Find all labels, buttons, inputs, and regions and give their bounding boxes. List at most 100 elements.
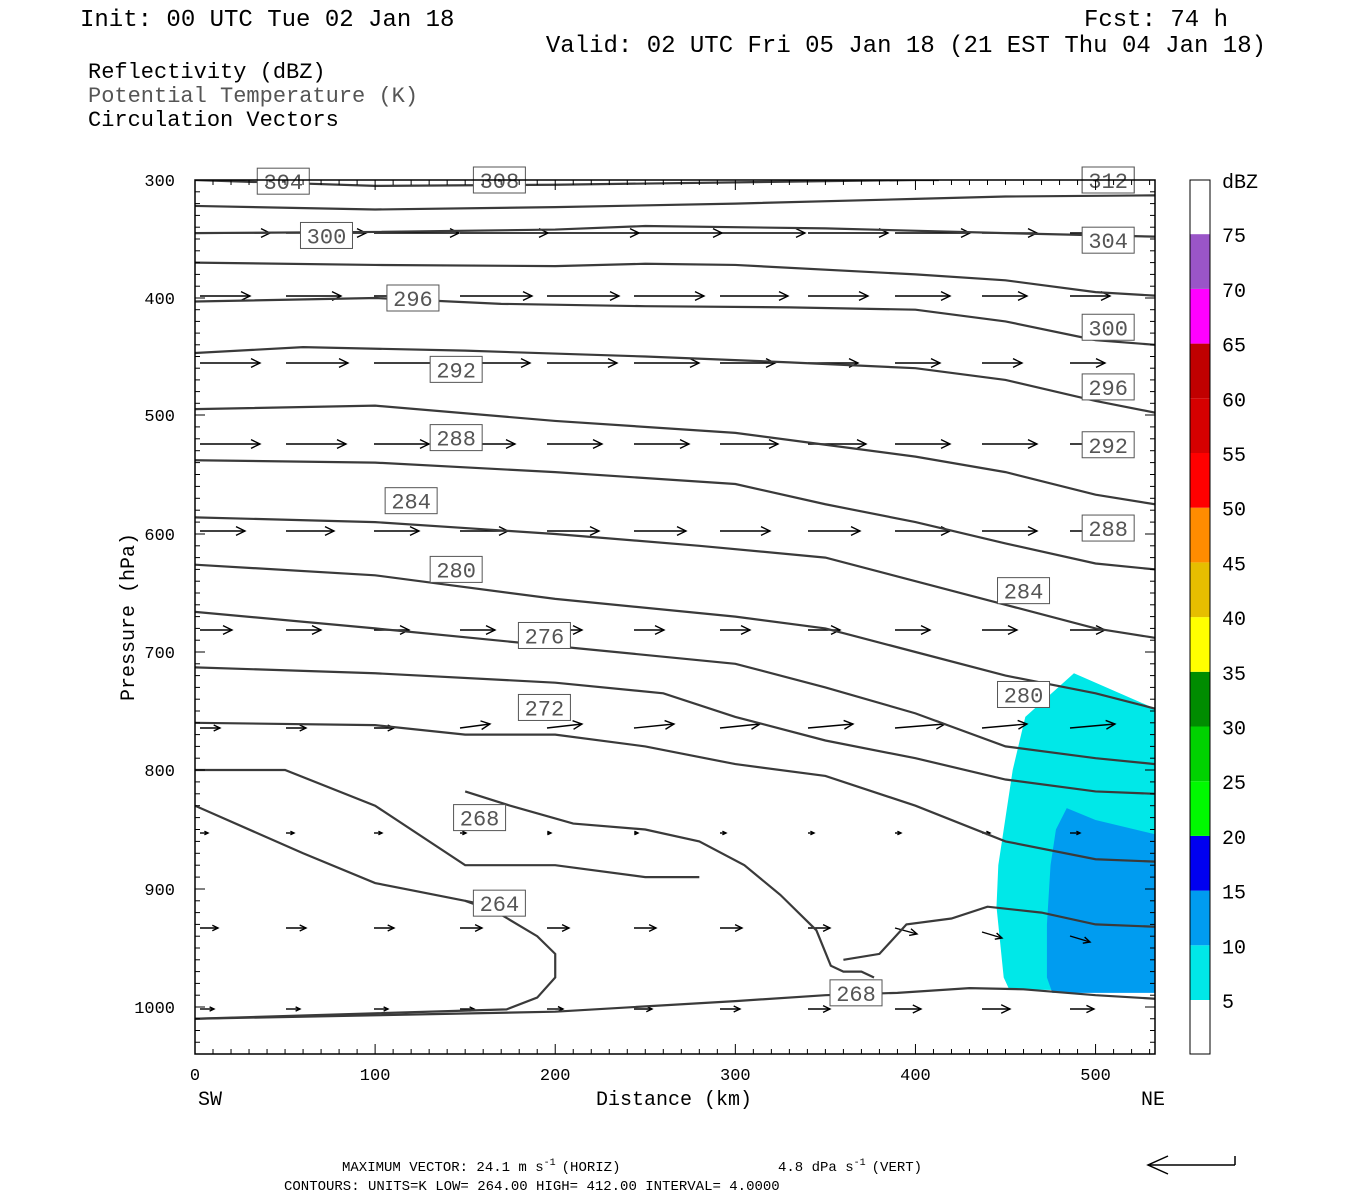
circulation-vector <box>895 830 903 836</box>
circulation-vector <box>807 719 855 730</box>
theta-label-304: 304 <box>263 171 303 196</box>
colorbar-level-label: 70 <box>1222 281 1246 304</box>
theta-contour-268 <box>464 790 875 979</box>
y-tick-label: 600 <box>144 527 175 546</box>
reflectivity-region-10-15 <box>1046 808 1155 993</box>
colorbar-level-label: 5 <box>1222 992 1234 1015</box>
theta-label-268: 268 <box>836 983 876 1008</box>
theta-label-284: 284 <box>391 491 431 516</box>
circulation-vector <box>547 830 553 836</box>
colorbar-boxes <box>1190 234 1210 1000</box>
init-time: Init: 00 UTC Tue 02 Jan 18 <box>80 7 454 34</box>
colorbar-level-label: 20 <box>1222 828 1246 851</box>
colorbar-level-label: 10 <box>1222 937 1246 960</box>
field-label-vectors: Circulation Vectors <box>88 108 339 133</box>
circulation-vector <box>286 1006 302 1012</box>
colorbar: 5 10 15 20 25 30 35 40 45 50 55 60 65 70 75 dBZ <box>1189 172 1258 1055</box>
circulation-vector <box>895 625 932 635</box>
circulation-vector <box>200 924 220 932</box>
circulation-vector <box>720 228 807 238</box>
circulation-vector <box>634 526 688 536</box>
theta-label-box-268 <box>829 979 883 1007</box>
contour-info-text: CONTOURS: UNITS=K LOW= 264.00 HIGH= 412.… <box>284 1179 780 1195</box>
theta-contour-268 <box>843 905 1155 961</box>
theta-label-296: 296 <box>393 288 433 313</box>
colorbar-box <box>1190 288 1210 344</box>
field-label-theta: Potential Temperature (K) <box>88 84 418 109</box>
colorbar-box <box>1190 507 1210 563</box>
circulation-vector <box>200 358 262 368</box>
field-label-reflectivity: Reflectivity (dBZ) <box>88 60 326 85</box>
theta-contour-280 <box>195 610 1155 766</box>
circulation-vector <box>895 439 952 449</box>
circulation-vector <box>374 1006 390 1012</box>
axis-ticks <box>194 179 1155 1055</box>
circulation-vector <box>1069 935 1092 944</box>
circulation-vector <box>808 830 816 836</box>
theta-contour-276 <box>195 666 1155 795</box>
y-axis-label: Pressure (hPa) <box>118 533 141 701</box>
colorbar-level-label: 65 <box>1222 336 1246 359</box>
colorbar-level-label: 75 <box>1222 226 1246 249</box>
theta-label-296: 296 <box>1088 377 1128 402</box>
x-axis-label: Distance (km) <box>596 1089 752 1112</box>
theta-contour-316 <box>195 194 1155 211</box>
theta-label-box-288 <box>429 424 483 452</box>
x-tick-label: 300 <box>720 1067 751 1086</box>
y-tick-label: 700 <box>144 645 175 664</box>
circulation-vector <box>200 625 234 635</box>
theta-contour-268 <box>195 768 700 879</box>
circulation-vector <box>720 526 772 536</box>
circulation-vector <box>547 924 571 932</box>
colorbar-box <box>1190 562 1210 618</box>
circulation-vector <box>720 439 780 449</box>
circulation-vector <box>374 924 396 932</box>
colorbar-box <box>1190 671 1210 727</box>
x-tick-labels: 0 100 200 300 400 500 <box>190 1067 1111 1086</box>
theta-contour-312 <box>195 224 1155 238</box>
circulation-vector <box>634 439 691 449</box>
y-tick-label: 900 <box>144 882 175 901</box>
colorbar-box <box>1190 781 1210 836</box>
circulation-vector <box>982 526 1039 536</box>
colorbar-box <box>1190 343 1210 399</box>
theta-contour-284 <box>195 563 1155 710</box>
theta-label-box-304 <box>256 167 310 195</box>
colorbar-box <box>1190 890 1210 946</box>
circulation-vector <box>460 291 534 301</box>
circulation-vector <box>808 526 862 536</box>
circulation-vector <box>374 526 421 536</box>
colorbar-labels: 5 10 15 20 25 30 35 40 45 50 55 60 65 70 75 <box>1222 226 1246 1015</box>
circulation-vector <box>547 439 604 449</box>
circulation-vector <box>895 358 942 368</box>
circulation-vector <box>981 931 1004 940</box>
circulation-vector <box>981 719 1029 730</box>
theta-label-box-284 <box>384 487 438 515</box>
theta-contour-300 <box>195 346 1155 414</box>
colorbar-level-label: 30 <box>1222 719 1246 742</box>
colorbar-level-label: 35 <box>1222 664 1246 687</box>
circulation-vector <box>720 291 790 301</box>
theta-label-264: 264 <box>480 893 520 918</box>
x-tick-label: 0 <box>190 1067 200 1086</box>
theta-contour-296 <box>195 404 1155 506</box>
colorbar-frame <box>1189 179 1211 1055</box>
theta-label-box-296 <box>1081 373 1135 401</box>
theta-contour-288 <box>195 516 1155 639</box>
colorbar-box <box>1190 726 1210 782</box>
theta-contour-308 <box>195 261 1155 297</box>
theta-label-box-292 <box>1081 431 1135 459</box>
y-tick-label: 400 <box>144 291 175 310</box>
circulation-vector <box>374 830 384 836</box>
circulation-vector <box>634 291 706 301</box>
theta-label-box-300 <box>299 221 353 249</box>
circulation-vector <box>1070 830 1082 836</box>
circulation-vector <box>894 927 919 937</box>
x-tick-label: 400 <box>900 1067 931 1086</box>
theta-contour-272 <box>195 721 1155 863</box>
circulation-vector <box>634 924 658 932</box>
circulation-vector <box>982 358 1024 368</box>
forecast-hour: Fcst: 74 h <box>1084 7 1228 34</box>
circulation-vector <box>634 358 701 368</box>
theta-label-292: 292 <box>436 359 476 384</box>
